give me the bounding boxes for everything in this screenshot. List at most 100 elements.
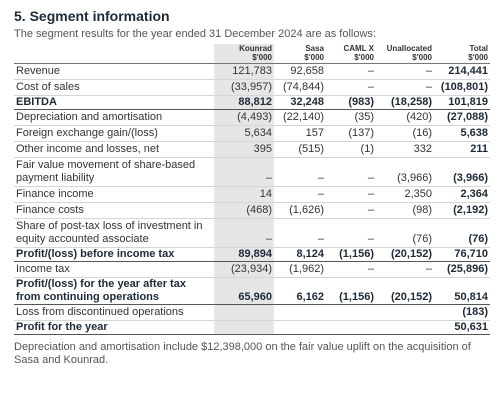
cell: – (326, 63, 376, 80)
column-unit: $'000 (354, 53, 374, 62)
cell: 2,364 (434, 186, 490, 203)
cell (274, 320, 326, 335)
cell: (420) (376, 109, 434, 126)
cell: (20,152) (376, 247, 434, 262)
column-name: CAML X (343, 44, 374, 53)
cell: 121,783 (214, 63, 274, 80)
row-label: Share of post-tax loss of investment in … (14, 218, 214, 248)
cell: 32,248 (274, 95, 326, 110)
table-row: Profit/(loss) before income tax 89,894 8,1… (14, 247, 490, 262)
cell: 65,960 (214, 277, 274, 305)
column-unit: $'000 (412, 53, 432, 62)
cell: (35) (326, 109, 376, 126)
cell (376, 304, 434, 321)
table-row: Income tax (23,934) (1,962) – – (25,896) (14, 261, 490, 278)
page: 5. Segment information The segment resul… (14, 8, 490, 366)
cell: 14 (214, 186, 274, 203)
table-row: Foreign exchange gain/(loss) 5,634 157 (137… (14, 125, 490, 142)
column-unit: $'000 (468, 53, 488, 62)
cell: (22,140) (274, 109, 326, 126)
cell (214, 304, 274, 321)
row-label: Loss from discontinued operations (14, 304, 214, 321)
column-name: Unallocated (386, 44, 432, 53)
cell: (1,156) (326, 247, 376, 262)
cell: 50,631 (434, 320, 490, 335)
table-row: Cost of sales (33,957) (74,844) – – (108,801) (14, 79, 490, 96)
row-label: Profit/(loss) before income tax (14, 247, 214, 262)
column-name: Kounrad (239, 44, 272, 53)
table-row: EBITDA 88,812 32,248 (983) (18,258) 101,819 (14, 95, 490, 110)
column-header: Total $'000 (434, 44, 490, 64)
column-unit: $'000 (304, 53, 324, 62)
cell: 88,812 (214, 95, 274, 110)
cell (214, 320, 274, 335)
cell: (98) (376, 202, 434, 219)
cell: – (274, 186, 326, 203)
cell: 89,894 (214, 247, 274, 262)
cell: – (376, 63, 434, 80)
cell: 211 (434, 141, 490, 158)
cell: (1,156) (326, 277, 376, 305)
subtitle: The segment results for the year ended 3… (14, 28, 376, 40)
cell: (4,493) (214, 109, 274, 126)
cell: – (326, 218, 376, 248)
row-label: Cost of sales (14, 79, 214, 96)
row-label: Profit/(loss) for the year after tax fro… (14, 277, 214, 305)
row-label: Profit for the year (14, 320, 214, 335)
cell: – (326, 261, 376, 278)
title: 5. Segment information (14, 8, 170, 24)
table-row: Revenue 121,783 92,658– –214,441 (14, 63, 490, 80)
cell (326, 304, 376, 321)
cell: (515) (274, 141, 326, 158)
cell: (20,152) (376, 277, 434, 305)
cell: 5,638 (434, 125, 490, 142)
cell: (76) (434, 218, 490, 248)
cell: 395 (214, 141, 274, 158)
cell: (18,258) (376, 95, 434, 110)
row-label: Revenue (14, 63, 214, 80)
cell: (1) (326, 141, 376, 158)
cell: 76,710 (434, 247, 490, 262)
table-row: Profit/(loss) for the year after tax fro… (14, 277, 490, 305)
cell: (2,192) (434, 202, 490, 219)
cell: 214,441 (434, 63, 490, 80)
cell: (468) (214, 202, 274, 219)
table-row: Finance income 14– –2,350 2,364 (14, 186, 490, 203)
column-header: CAML X $'000 (326, 44, 376, 64)
row-label: Income tax (14, 261, 214, 278)
cell (326, 320, 376, 335)
cell: – (326, 157, 376, 187)
cell: (3,966) (434, 157, 490, 187)
row-label: Fair value movement of share-based payme… (14, 157, 214, 187)
cell: – (376, 261, 434, 278)
cell: – (214, 218, 274, 248)
cell: – (326, 79, 376, 96)
column-unit: $'000 (252, 53, 272, 62)
cell: 157 (274, 125, 326, 142)
cell: (74,844) (274, 79, 326, 96)
column-header: Unallocated $'000 (376, 44, 434, 64)
cell: 50,814 (434, 277, 490, 305)
cell: – (274, 157, 326, 187)
cell: – (326, 186, 376, 203)
cell: (23,934) (214, 261, 274, 278)
segment-table: Kounrad $'000 Sasa $'000 CAML X $'000 Unalloca… (14, 44, 490, 335)
cell: 8,124 (274, 247, 326, 262)
cell: (33,957) (214, 79, 274, 96)
row-label: Finance costs (14, 202, 214, 219)
cell: 92,658 (274, 63, 326, 80)
cell: 5,634 (214, 125, 274, 142)
cell: (76) (376, 218, 434, 248)
cell: (16) (376, 125, 434, 142)
cell: (27,088) (434, 109, 490, 126)
cell: – (376, 79, 434, 96)
cell: (25,896) (434, 261, 490, 278)
cell: – (214, 157, 274, 187)
cell (274, 304, 326, 321)
row-label: Foreign exchange gain/(loss) (14, 125, 214, 142)
cell: (183) (434, 304, 490, 321)
table-row: Other income and losses, net 395 (515) (1) 3… (14, 141, 490, 158)
cell: 2,350 (376, 186, 434, 203)
column-header: Sasa $'000 (274, 44, 326, 64)
cell: (1,626) (274, 202, 326, 219)
